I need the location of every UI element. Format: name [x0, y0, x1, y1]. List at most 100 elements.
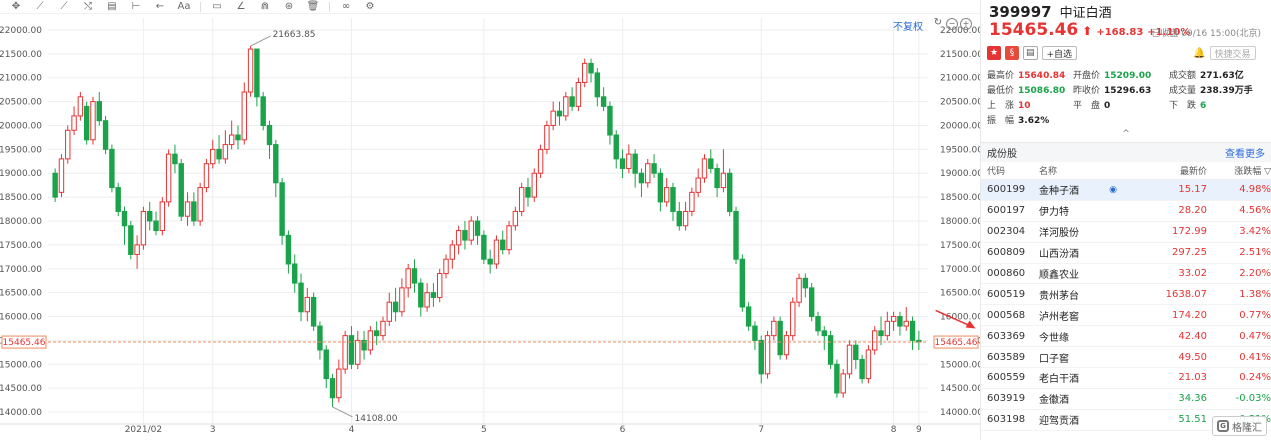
row-code: 600197 [987, 205, 1026, 217]
arrow-icon[interactable]: ← [155, 1, 165, 12]
table-row[interactable]: 600199 金种子酒 ◉ 15.17 4.98% [981, 180, 1271, 201]
candle-down [254, 48, 260, 98]
col-price[interactable]: 最新价 [1179, 167, 1207, 177]
col-code[interactable]: 代码 [987, 167, 1006, 177]
table-row[interactable]: 603919 金徽酒 34.36 -0.03% [981, 389, 1271, 410]
crosshair-icon[interactable]: ✥ [11, 1, 21, 12]
candle-up [645, 163, 651, 184]
last-price-tag-right-box [933, 335, 979, 349]
comment-icon[interactable]: ▭ [212, 1, 222, 12]
row-change-pct: 3.42% [1239, 226, 1271, 238]
candle-up [90, 101, 96, 141]
ray-icon[interactable]: ⟋ [60, 1, 68, 12]
stat-value: 0 [1104, 101, 1111, 111]
reset-zoom-icon[interactable]: ↻ [933, 17, 943, 28]
measure-icon[interactable]: ⊢ [131, 1, 141, 12]
candle-down [279, 182, 285, 236]
notes-icon[interactable]: ▤ [1023, 46, 1038, 60]
y-tick-label-right: 14500.00 [940, 384, 980, 394]
row-price: 174.20 [1172, 309, 1207, 321]
row-name: 贵州茅台 [1039, 290, 1079, 302]
x-tick-label: 3 [210, 425, 216, 435]
y-tick-label-right: 19500.00 [940, 145, 980, 155]
row-name-cell: 贵州茅台 [1039, 287, 1121, 302]
kline-chart[interactable]: 22000.00 22000.00 21500.00 21500.00 21000.00… [0, 14, 980, 440]
candle-down [273, 144, 279, 184]
line-icon[interactable]: ⟋ [36, 1, 44, 12]
margin-icon[interactable]: § [1005, 46, 1019, 60]
y-tick-label-left: 22000.00 [0, 26, 42, 36]
row-name-cell: 迎驾贡酒 [1039, 412, 1121, 427]
col-change-pct[interactable]: 涨跌幅 ▽ [1234, 167, 1271, 177]
last-price: 15465.46 [989, 20, 1079, 40]
row-code: 603198 [987, 414, 1026, 426]
row-price: 49.50 [1178, 351, 1207, 363]
constituents-title: 成份股 [987, 149, 1017, 160]
view-more-link[interactable]: 查看更多 [1225, 149, 1265, 160]
candle-up [304, 296, 311, 313]
candle-down [298, 282, 304, 313]
magnet-icon[interactable]: ⋒ [260, 1, 270, 12]
eye-icon[interactable]: ◉ [1109, 184, 1117, 195]
candlestick-chart-svg[interactable]: 22000.00 22000.00 21500.00 21500.00 21000.00… [0, 14, 980, 440]
candle-down [619, 158, 626, 169]
x-tick-label: 5 [481, 425, 487, 435]
candle-down [808, 287, 815, 318]
brush-icon[interactable]: ∠ [236, 1, 246, 12]
lock-icon[interactable]: ⊛ [284, 1, 294, 12]
constituents-table-header: 代码 名称 最新价 涨跌幅 ▽ [981, 162, 1271, 180]
candle-down [292, 263, 298, 284]
bell-icon[interactable]: 🔔 [1193, 47, 1206, 59]
fib-icon[interactable]: ▤ [107, 1, 117, 12]
candle-down [260, 96, 266, 126]
delete-icon[interactable]: 🗑 [306, 1, 320, 12]
candle-down [430, 292, 437, 298]
stat-label: 最高价 [987, 71, 1015, 81]
table-row[interactable]: 600809 山西汾酒 297.25 2.51% [981, 243, 1271, 264]
candle-up [140, 210, 147, 246]
y-tick-label-left: 18500.00 [0, 193, 42, 203]
row-name: 今世缘 [1039, 332, 1069, 344]
table-row[interactable]: 000568 泸州老窖 174.20 0.77% [981, 305, 1271, 327]
candle-down [600, 96, 607, 107]
candle-up [682, 210, 689, 227]
table-row[interactable]: 600197 伊力特 28.20 4.56% [981, 201, 1271, 222]
constituents-header: 成份股 查看更多 [981, 142, 1271, 162]
candle-up [380, 320, 386, 337]
candle-up [405, 268, 411, 289]
add-watchlist-button[interactable]: +自选 [1041, 46, 1078, 60]
candle-up [247, 48, 254, 93]
candle-down [657, 172, 664, 203]
y-tick-label-right: 19000.00 [940, 169, 980, 179]
candle-down [329, 378, 336, 399]
quick-trade-button[interactable]: 快捷交易 [1209, 46, 1256, 60]
table-row[interactable]: 000860 顺鑫农业 33.02 2.20% [981, 264, 1271, 285]
table-row[interactable]: 603589 口子窖 49.50 0.41% [981, 347, 1271, 369]
y-tick-label-left: 16000.00 [0, 313, 42, 323]
annotation-arrow-head [965, 320, 976, 329]
text-icon[interactable]: Aa [177, 1, 191, 12]
candle-up [512, 210, 519, 227]
y-tick-label-right: 21500.00 [940, 50, 980, 60]
adjust-dropdown[interactable]: 不复权 [893, 22, 923, 33]
y-tick-label-left: 19000.00 [0, 169, 42, 179]
price-change: +168.83 [1096, 27, 1144, 38]
table-row[interactable]: 002304 洋河股份 172.99 3.42% [981, 222, 1271, 243]
col-name[interactable]: 名称 [1039, 167, 1058, 177]
link-icon[interactable]: ∞ [341, 1, 351, 12]
candle-down [115, 187, 121, 212]
table-row[interactable]: 603369 今世缘 42.40 0.47% [981, 326, 1271, 348]
y-tick-label-left: 19500.00 [0, 145, 42, 155]
parallel-icon[interactable]: ⤭ [84, 1, 92, 12]
settings-icon[interactable]: ⚙ [365, 1, 375, 12]
collapse-icon[interactable]: ^ [1122, 129, 1130, 139]
candle-down [392, 301, 399, 313]
row-name: 顺鑫农业 [1039, 270, 1079, 281]
stat-item: 振 幅 3.62% [987, 115, 1073, 128]
table-row[interactable]: 600519 贵州茅台 1638.07 1.38% [981, 284, 1271, 306]
zoom-in-icon[interactable]: + [960, 18, 972, 30]
low-label: 14108.00 [355, 414, 398, 424]
low-marker-line [332, 406, 353, 418]
table-row[interactable]: 600559 老白干酒 21.03 0.24% [981, 368, 1271, 389]
zoom-out-icon[interactable]: − [946, 18, 958, 30]
